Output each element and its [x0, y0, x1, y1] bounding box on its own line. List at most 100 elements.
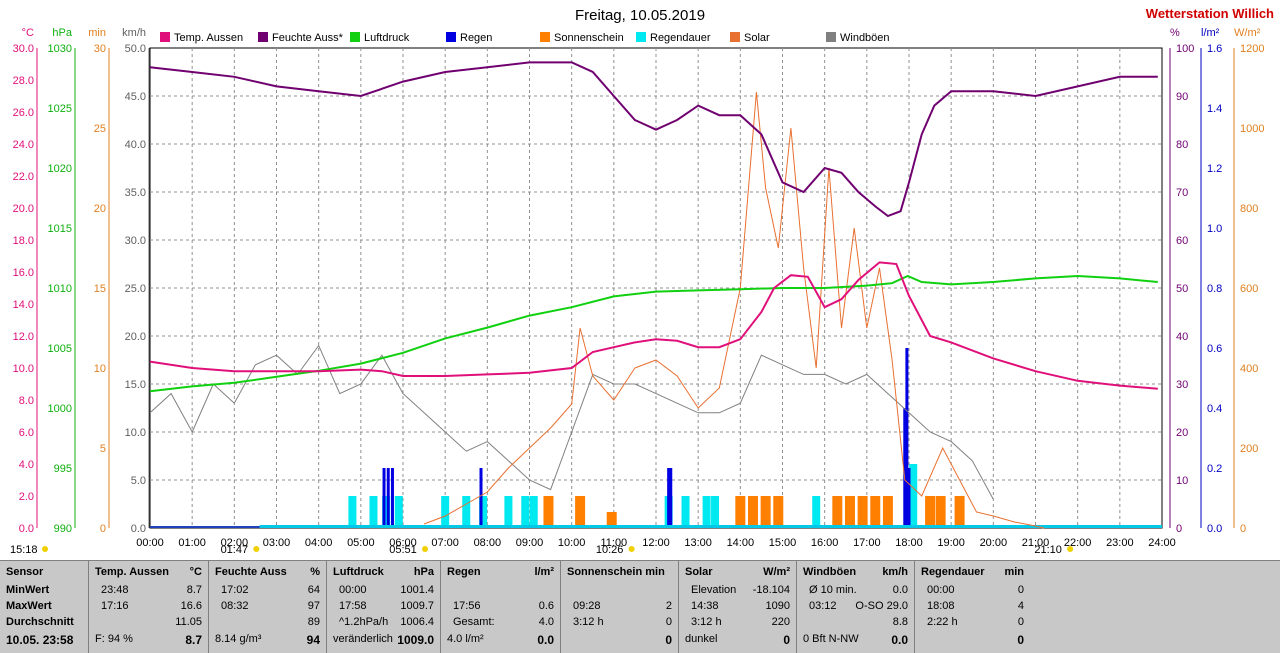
x-tick-label: 02:00	[221, 537, 249, 549]
luftdruck-current: veränderlich 1009.0	[333, 633, 434, 647]
legend-swatch	[446, 32, 456, 42]
left-axis-tick: 15	[94, 283, 106, 295]
bar-regendauer	[521, 496, 530, 528]
wind-value: 0.0	[892, 584, 908, 596]
left-axis-unit: °C	[22, 27, 34, 39]
right-axis-tick: 10	[1176, 475, 1188, 487]
bar-regen	[382, 468, 386, 528]
regen-column: Regen l/m² 17:56 0.6 Gesamt: 4.0 4.0 l/m² 0.0	[440, 561, 560, 653]
right-axis-unit: %	[1170, 27, 1180, 39]
feuchte-row: 17:02 64	[215, 584, 320, 598]
regen-row: Gesamt: 4.0	[447, 616, 554, 630]
bar-regendauer	[394, 496, 403, 528]
time-marker-dot	[1067, 546, 1074, 552]
left-axis-tick: 20.0	[125, 331, 146, 343]
temp-current-value: 8.7	[185, 633, 202, 647]
line-tempaussen	[149, 261, 1158, 390]
feuchte-header: Feuchte Auss%	[215, 566, 320, 578]
bar-regendauer	[812, 496, 821, 528]
sonne-row: 3:12 h 0	[567, 616, 672, 630]
left-axis-tick: 30.0	[13, 43, 34, 55]
regendauer-row: 00:00 0	[921, 584, 1024, 598]
solar-time: 3:12 h	[691, 616, 722, 628]
left-axis-tick: 20	[94, 203, 106, 215]
time-marker-dot	[42, 546, 48, 552]
right-axis-tick: 80	[1176, 139, 1188, 151]
luftdruck-row: 00:00 1001.4	[333, 584, 434, 598]
right-axis-tick: 70	[1176, 187, 1188, 199]
luftdruck-column: Luftdruck hPa 00:00 1001.4 17:58 1009.7 ^1.2hP…	[326, 561, 440, 653]
temp-value: 8.7	[186, 584, 202, 596]
luftdruck-header: Luftdruck hPa	[333, 566, 434, 578]
solar-current-note: dunkel	[685, 633, 718, 645]
left-axis-tick: 30.0	[125, 235, 146, 247]
regen-row: 17:56 0.6	[447, 600, 554, 614]
right-axis-tick: 1.2	[1207, 163, 1222, 175]
temp-unit: °C	[189, 566, 202, 578]
legend-label: Regen	[460, 32, 492, 44]
x-tick-label: 21:00	[1022, 537, 1050, 549]
sonne-time: 09:28	[573, 600, 601, 612]
left-axis-tick: 10.0	[13, 363, 34, 375]
sensor-header: Sensor	[6, 566, 44, 578]
right-axis-tick: 20	[1176, 427, 1188, 439]
x-tick-label: 13:00	[684, 537, 712, 549]
right-axis-tick: 0	[1176, 523, 1182, 535]
temp-row: 11.05	[95, 616, 202, 630]
luftdruck-value: 1001.4	[400, 584, 434, 596]
regen-value: 0.6	[538, 600, 554, 612]
left-axis-tick: 6.0	[19, 427, 34, 439]
left-axis-tick: 0.0	[19, 523, 34, 535]
solar-header: Solar W/m²	[685, 566, 790, 578]
time-markers: 15:18 01:47 05:51 10:26 21:10	[10, 544, 1074, 556]
time-marker-dot	[253, 546, 260, 552]
bar-sonnenschein	[543, 496, 554, 528]
bar-sonnenschein	[735, 496, 746, 528]
minwert-label: MinWert	[6, 584, 50, 596]
bar-regendauer	[711, 496, 720, 528]
left-axis-tick: 50.0	[125, 43, 146, 55]
regendauer-baseline	[259, 525, 1163, 528]
left-axis-tick: 1030	[48, 43, 72, 55]
right-axis-unit: l/m²	[1201, 27, 1220, 39]
feuchte-time: 17:02	[221, 584, 249, 596]
legend-swatch	[160, 32, 170, 42]
luftdruck-value: 1009.7	[400, 600, 434, 612]
line-series	[149, 61, 1158, 529]
right-axis-tick: 0.6	[1207, 343, 1222, 355]
durchschnitt-label: Durchschnitt	[6, 616, 74, 628]
x-tick-label: 17:00	[853, 537, 881, 549]
left-axis-tick: 0.0	[131, 523, 146, 535]
left-axis-tick: 1010	[48, 283, 72, 295]
legend-label: Solar	[744, 32, 770, 44]
solar-current-value: 0	[783, 633, 790, 647]
left-axis-tick: 28.0	[13, 75, 34, 87]
chart-title: Freitag, 10.05.2019	[575, 7, 705, 24]
legend-swatch	[540, 32, 550, 42]
right-axis-tick: 1.0	[1207, 223, 1222, 235]
legend-swatch	[636, 32, 646, 42]
temp-row: 17:16 16.6	[95, 600, 202, 614]
bar-sonnenschein	[760, 496, 771, 528]
x-tick-label: 11:00	[600, 537, 627, 549]
bar-sonnenschein	[844, 496, 855, 528]
regen-baseline	[150, 526, 260, 528]
x-tick-label: 06:00	[389, 537, 417, 549]
weather-chart: 00:00 01:00 02:00 03:00 04:00 05:00 06:00 07:00…	[10, 6, 1274, 556]
wind-current: 0 Bft N-NW 0.0	[803, 633, 908, 647]
bar-regendauer	[702, 496, 711, 528]
wind-column: Windböen km/h Ø 10 min. 0.0 03:12 O-SO 29.0 8.…	[796, 561, 914, 653]
wind-current-value: 0.0	[891, 633, 908, 647]
left-axis-tick: 25.0	[125, 283, 146, 295]
bar-sonnenschein	[832, 496, 843, 528]
left-axis-tick: 24.0	[13, 139, 34, 151]
regendauer-time: 2:22 h	[927, 616, 958, 628]
x-tick-label: 22:00	[1064, 537, 1092, 549]
right-axis-unit: W/m²	[1234, 27, 1261, 39]
right-axis-tick: 200	[1240, 443, 1258, 455]
bar-regen	[907, 468, 911, 528]
luftdruck-row: ^1.2hPa/h 1006.4	[333, 616, 434, 630]
wind-unit: km/h	[882, 566, 908, 578]
sonne-header: Sonnenschein min	[567, 566, 665, 578]
legend-label: Sonnenschein	[554, 32, 624, 44]
